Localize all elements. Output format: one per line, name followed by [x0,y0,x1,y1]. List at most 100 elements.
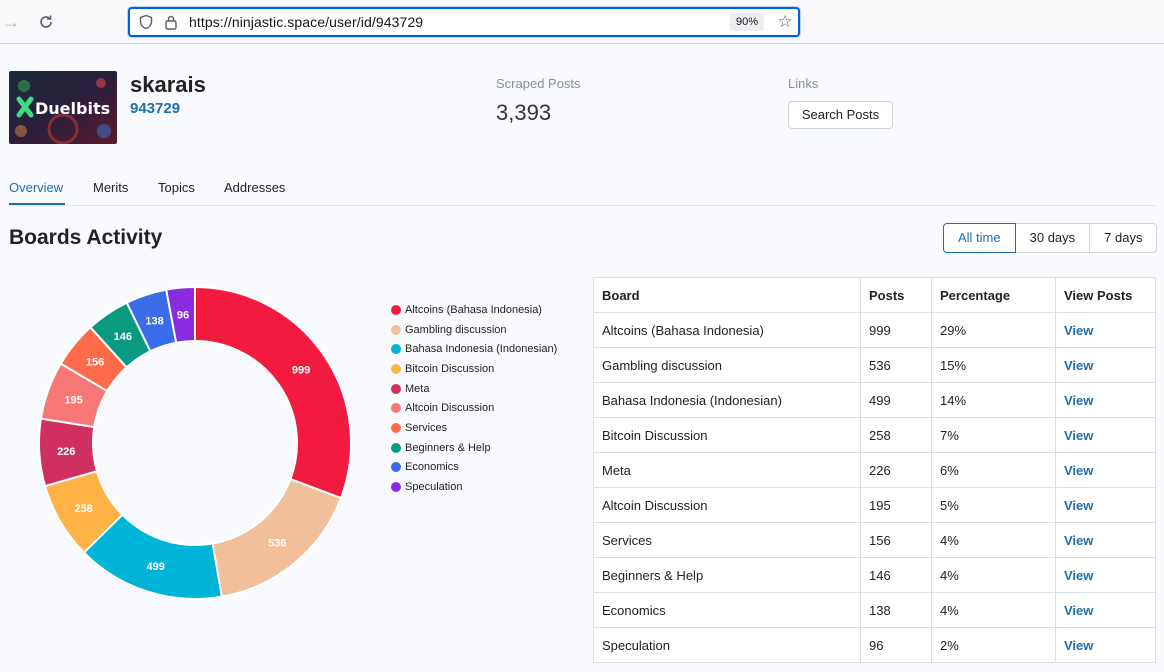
posts-count-cell: 146 [860,557,932,593]
legend-item[interactable]: Altcoin Discussion [391,398,557,418]
table-row: Gambling discussion 536 15% View [593,347,1156,383]
browser-toolbar: → https://ninjastic.space/user/id/943729… [0,0,1164,44]
legend-label: Beginners & Help [405,441,491,454]
address-bar[interactable]: https://ninjastic.space/user/id/943729 9… [128,7,800,37]
forward-arrow-icon[interactable]: → [2,12,20,32]
profile-tabs: Overview Merits Topics Addresses [9,178,1156,206]
percentage-cell: 29% [931,312,1056,348]
view-posts-link[interactable]: View [1055,627,1156,663]
slice-value-label: 536 [268,537,286,549]
legend-label: Meta [405,382,430,395]
percentage-cell: 6% [931,452,1056,488]
legend-item[interactable]: Gambling discussion [391,320,557,340]
legend-color-swatch [391,422,401,433]
legend-color-swatch [391,304,401,315]
legend-label: Altcoin Discussion [405,402,495,415]
slice-value-label: 156 [86,356,104,368]
legend-item[interactable]: Beginners & Help [391,438,557,458]
range-7-days-button[interactable]: 7 days [1089,223,1158,253]
slice-value-label: 96 [177,310,189,322]
lock-icon[interactable] [164,14,178,30]
chart-legend: Altcoins (Bahasa Indonesia) Gambling disc… [391,300,557,497]
legend-color-swatch [391,363,401,374]
username: skarais [130,72,206,97]
board-name-cell: Speculation [593,627,861,663]
view-posts-link[interactable]: View [1055,452,1156,488]
header-board[interactable]: Board [593,277,861,313]
legend-label: Economics [405,461,459,474]
range-30-days-button[interactable]: 30 days [1014,223,1091,253]
posts-count-cell: 96 [860,627,932,663]
header-posts[interactable]: Posts [860,277,932,313]
legend-label: Services [405,421,448,434]
table-row: Altcoins (Bahasa Indonesia) 999 29% View [593,312,1156,348]
table-header-row: Board Posts Percentage View Posts [593,277,1156,313]
range-all-time-button[interactable]: All time [943,223,1016,253]
view-posts-link[interactable]: View [1055,522,1156,558]
posts-count-cell: 156 [860,522,932,558]
slice-value-label: 146 [114,331,132,343]
legend-label: Altcoins (Bahasa Indonesia) [405,303,542,316]
board-name-cell: Beginners & Help [593,557,861,593]
posts-count-cell: 536 [860,347,932,383]
reload-icon[interactable] [35,11,57,33]
table-row: Beginners & Help 146 4% View [593,557,1156,593]
view-posts-link[interactable]: View [1055,382,1156,418]
legend-color-swatch [391,344,401,355]
table-row: Economics 138 4% View [593,592,1156,628]
board-name-cell: Gambling discussion [593,347,861,383]
view-posts-link[interactable]: View [1055,592,1156,628]
board-name-cell: Economics [593,592,861,628]
scraped-posts-value: 3,393 [496,100,552,125]
section-title: Boards Activity [9,226,163,249]
legend-color-swatch [391,383,401,394]
posts-count-cell: 999 [860,312,932,348]
zoom-level-badge[interactable]: 90% [730,13,765,31]
legend-item[interactable]: Meta [391,379,557,399]
table-row: Altcoin Discussion 195 5% View [593,487,1156,523]
bookmark-star-icon[interactable]: ☆ [777,12,793,31]
tab-topics[interactable]: Topics [158,180,195,195]
legend-label: Gambling discussion [405,323,507,336]
slice-value-label: 195 [64,394,82,406]
percentage-cell: 14% [931,382,1056,418]
view-posts-link[interactable]: View [1055,417,1156,453]
legend-item[interactable]: Bahasa Indonesia (Indonesian) [391,339,557,359]
percentage-cell: 4% [931,522,1056,558]
slice-value-label: 258 [74,503,92,515]
legend-color-swatch [391,324,401,335]
slice-value-label: 138 [145,316,163,328]
links-label: Links [788,76,819,91]
donut-slice[interactable] [194,285,352,500]
view-posts-link[interactable]: View [1055,347,1156,383]
percentage-cell: 2% [931,627,1056,663]
time-range-selector: All time 30 days 7 days [943,223,1158,253]
search-posts-button[interactable]: Search Posts [788,101,893,129]
legend-label: Bahasa Indonesia (Indonesian) [405,343,558,356]
tab-overview[interactable]: Overview [9,180,64,195]
legend-item[interactable]: Economics [391,458,557,478]
url-text[interactable]: https://ninjastic.space/user/id/943729 [189,14,424,30]
user-id-link[interactable]: 943729 [130,100,181,117]
shield-icon[interactable] [138,14,154,30]
legend-color-swatch [391,403,401,414]
board-name-cell: Meta [593,452,861,488]
boards-table: Board Posts Percentage View Posts Altcoi… [593,277,1156,663]
board-name-cell: Bitcoin Discussion [593,417,861,453]
view-posts-link[interactable]: View [1055,557,1156,593]
legend-color-swatch [391,442,401,453]
legend-item[interactable]: Altcoins (Bahasa Indonesia) [391,300,557,320]
view-posts-link[interactable]: View [1055,487,1156,523]
table-row: Speculation 96 2% View [593,627,1156,663]
legend-item[interactable]: Services [391,418,557,438]
legend-item[interactable]: Speculation [391,477,557,497]
legend-item[interactable]: Bitcoin Discussion [391,359,557,379]
tab-addresses[interactable]: Addresses [224,180,286,195]
donut-slice[interactable] [165,285,196,344]
tab-merits[interactable]: Merits [93,180,129,195]
percentage-cell: 4% [931,592,1056,628]
percentage-cell: 4% [931,557,1056,593]
header-percentage[interactable]: Percentage [931,277,1056,313]
view-posts-link[interactable]: View [1055,312,1156,348]
avatar: Duelbits [9,71,117,144]
